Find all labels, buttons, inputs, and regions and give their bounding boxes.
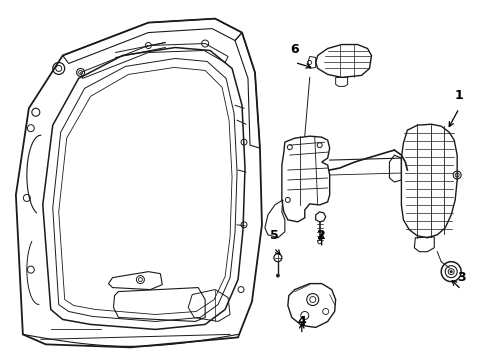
Circle shape bbox=[450, 270, 453, 273]
Text: 2: 2 bbox=[318, 229, 326, 242]
Text: 6: 6 bbox=[291, 44, 299, 57]
Circle shape bbox=[276, 274, 279, 277]
Text: 1: 1 bbox=[455, 89, 464, 102]
Text: 4: 4 bbox=[297, 315, 306, 328]
Text: 5: 5 bbox=[270, 229, 278, 242]
Text: 3: 3 bbox=[457, 271, 465, 284]
